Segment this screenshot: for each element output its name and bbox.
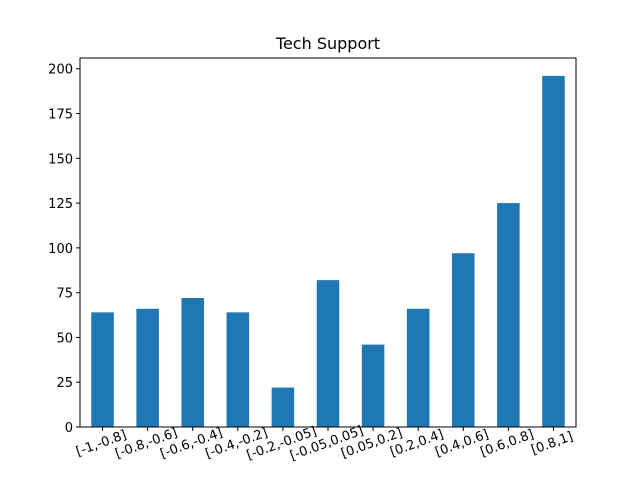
bar-2 (181, 298, 204, 427)
bar-5 (316, 280, 340, 427)
y-tick-label: 0 (65, 421, 73, 436)
y-tick-label: 125 (48, 197, 73, 212)
y-tick-label: 100 (48, 242, 73, 257)
plot-frame (79, 57, 577, 428)
y-tick-label: 175 (48, 108, 73, 123)
bar-3 (226, 312, 250, 427)
bar-10 (542, 75, 565, 427)
y-tick-label: 50 (56, 331, 73, 346)
chart-title: Tech Support (275, 34, 380, 53)
y-axis: 0 25 50 75 100 125 150 175 200 (48, 63, 80, 436)
bar-1 (136, 308, 159, 427)
x-axis: [-1,-0.8][-0.8,-0.6][-0.6,-0.4][-0.4,-0.… (74, 424, 575, 464)
bars-group (91, 75, 565, 427)
bar-4 (271, 387, 295, 427)
y-tick-label: 75 (56, 287, 73, 302)
bar-6 (361, 344, 385, 427)
bar-7 (406, 308, 430, 427)
bar-8 (452, 253, 475, 427)
y-tick-label: 150 (48, 152, 73, 167)
x-tick-label: [0.8,1] (529, 429, 575, 458)
bar-0 (91, 312, 114, 427)
bar-9 (497, 203, 520, 427)
y-tick-label: 25 (56, 376, 73, 391)
y-tick-label: 200 (48, 63, 73, 78)
